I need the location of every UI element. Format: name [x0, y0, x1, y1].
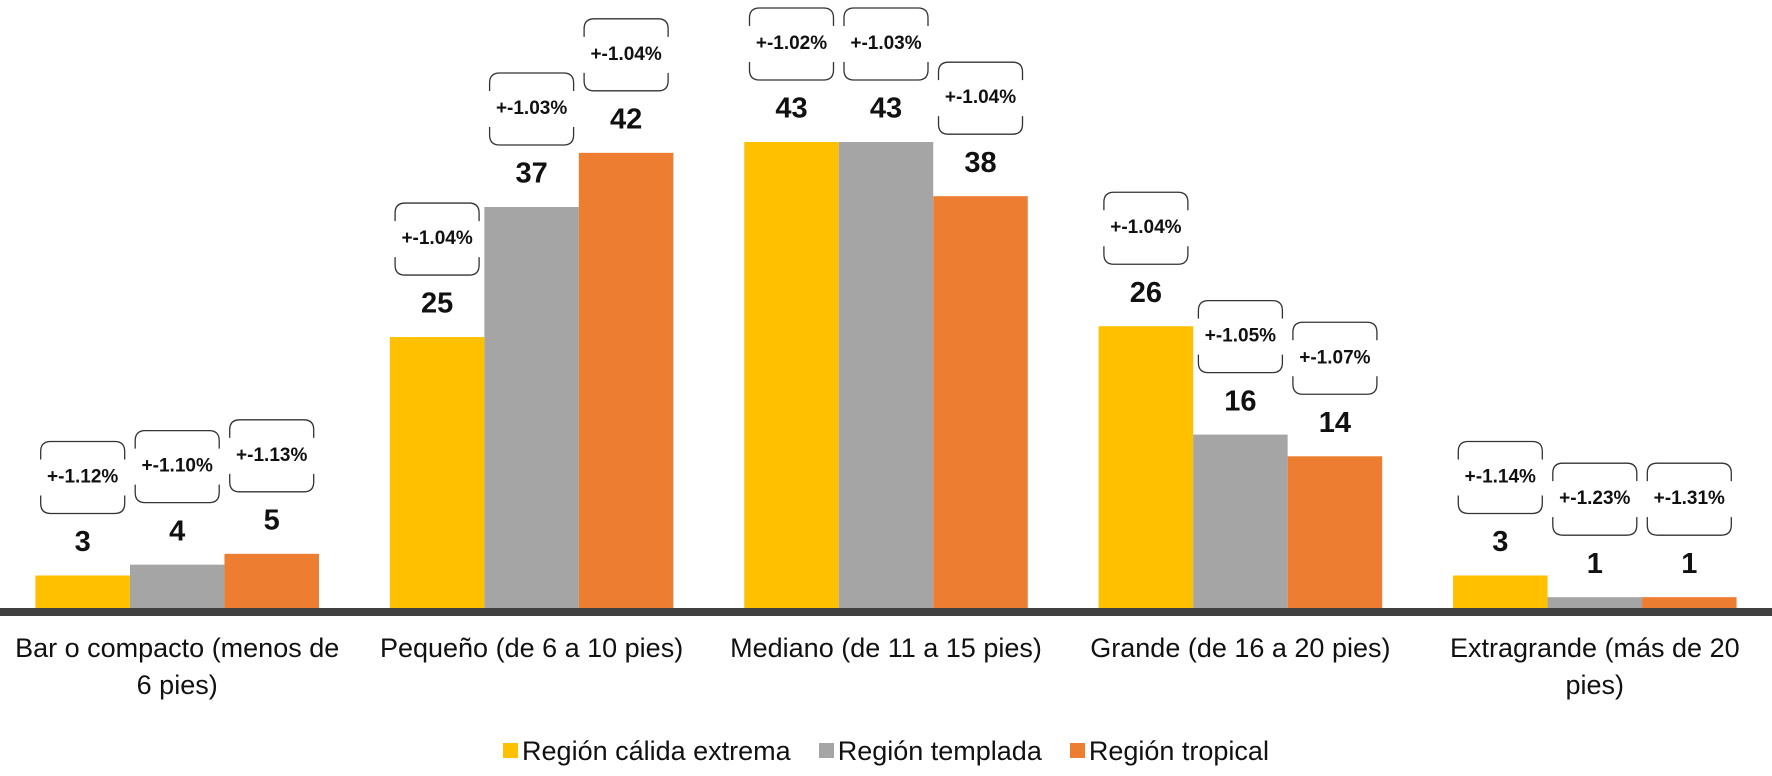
- bar: [744, 142, 839, 608]
- brace-top: [394, 202, 480, 222]
- error-label: +-1.04%: [945, 87, 1016, 108]
- error-label: +-1.05%: [1205, 326, 1276, 347]
- bar: [1642, 597, 1737, 608]
- brace-top: [134, 430, 220, 449]
- error-label: +-1.03%: [496, 98, 567, 119]
- value-label: 14: [1319, 407, 1351, 439]
- brace-bottom: [394, 257, 480, 276]
- value-label: 43: [870, 93, 902, 125]
- brace-top: [937, 61, 1024, 81]
- bar: [1193, 434, 1288, 608]
- brace-top: [40, 440, 126, 460]
- x-tick-label: Mediano (de 11 a 15 pies): [730, 633, 1042, 663]
- legend-item: Región cálida extrema: [503, 736, 791, 767]
- brace-bottom: [1292, 376, 1378, 395]
- brace-top: [1103, 191, 1189, 211]
- legend: Región cálida extrema Región templada Regi…: [0, 736, 1772, 767]
- x-tick-label: Grande (de 16 a 20 pies): [1090, 633, 1391, 663]
- value-label: 1: [1587, 548, 1603, 580]
- error-label: +-1.02%: [756, 33, 827, 54]
- value-label: 43: [775, 93, 807, 125]
- bar: [389, 337, 485, 608]
- error-label: +-1.07%: [1299, 347, 1370, 368]
- bar: [838, 142, 934, 608]
- x-tick-label: Pequeño (de 6 a 10 pies): [379, 633, 684, 663]
- value-label: 3: [75, 526, 91, 558]
- brace-top: [488, 72, 575, 92]
- brace-top: [1457, 440, 1543, 460]
- error-label: +-1.14%: [1465, 467, 1536, 488]
- value-label: 37: [515, 158, 547, 190]
- legend-label: Región tropical: [1088, 736, 1269, 766]
- brace-bottom: [1552, 517, 1638, 536]
- legend-label: Región templada: [837, 736, 1042, 766]
- error-label: +-1.10%: [142, 456, 213, 477]
- brace-top: [229, 419, 315, 438]
- brace-bottom: [937, 116, 1024, 135]
- brace-bottom: [1457, 495, 1543, 515]
- value-label: 16: [1224, 385, 1256, 417]
- brace-bottom: [1103, 246, 1189, 265]
- legend-item: Región templada: [818, 736, 1042, 767]
- bar: [224, 553, 319, 608]
- value-label: 5: [264, 504, 280, 536]
- bar: [933, 196, 1028, 609]
- brace-top: [583, 18, 669, 37]
- value-label: 1: [1681, 548, 1697, 580]
- error-label: +-1.23%: [1559, 488, 1630, 509]
- bar: [35, 575, 130, 608]
- error-label: +-1.04%: [590, 44, 661, 65]
- value-label: 38: [964, 147, 996, 179]
- brace-top: [1646, 462, 1732, 482]
- error-label: +-1.31%: [1654, 488, 1725, 509]
- bar: [1098, 326, 1194, 608]
- brace-bottom: [748, 62, 835, 81]
- brace-bottom: [843, 62, 929, 81]
- value-label: 26: [1130, 277, 1162, 309]
- value-label: 3: [1492, 526, 1508, 558]
- bar: [578, 152, 674, 608]
- brace-bottom: [583, 72, 669, 92]
- error-label: +-1.04%: [401, 228, 472, 249]
- legend-swatch: [1069, 743, 1085, 759]
- bar: [129, 564, 225, 608]
- legend-swatch: [503, 743, 519, 759]
- x-tick-label: Bar o compacto (menos de 6 pies): [15, 633, 340, 700]
- value-label: 42: [610, 103, 642, 135]
- brace-bottom: [1646, 517, 1732, 536]
- brace-top: [843, 7, 929, 26]
- error-label: +-1.13%: [236, 445, 307, 466]
- brace-bottom: [488, 127, 575, 146]
- error-label: +-1.12%: [47, 467, 118, 488]
- brace-bottom: [134, 484, 220, 504]
- error-label: +-1.04%: [1110, 217, 1181, 238]
- brace-bottom: [40, 495, 126, 515]
- bar: [1453, 575, 1548, 608]
- brace-top: [748, 7, 835, 26]
- brace-top: [1292, 321, 1378, 341]
- value-label: 25: [421, 288, 453, 320]
- bar: [1287, 456, 1383, 608]
- bar: [484, 207, 579, 608]
- error-label: +-1.03%: [850, 33, 921, 54]
- brace-bottom: [1197, 354, 1284, 374]
- legend-label: Región cálida extrema: [522, 736, 791, 766]
- brace-bottom: [229, 473, 315, 493]
- legend-item: Región tropical: [1069, 736, 1269, 767]
- bar: [1547, 597, 1643, 608]
- brace-top: [1552, 462, 1638, 482]
- x-tick-label: Extragrande (más de 20 pies): [1449, 633, 1740, 700]
- legend-swatch: [818, 743, 834, 759]
- baseline: [0, 608, 1772, 616]
- value-label: 4: [169, 515, 185, 547]
- brace-top: [1197, 299, 1284, 319]
